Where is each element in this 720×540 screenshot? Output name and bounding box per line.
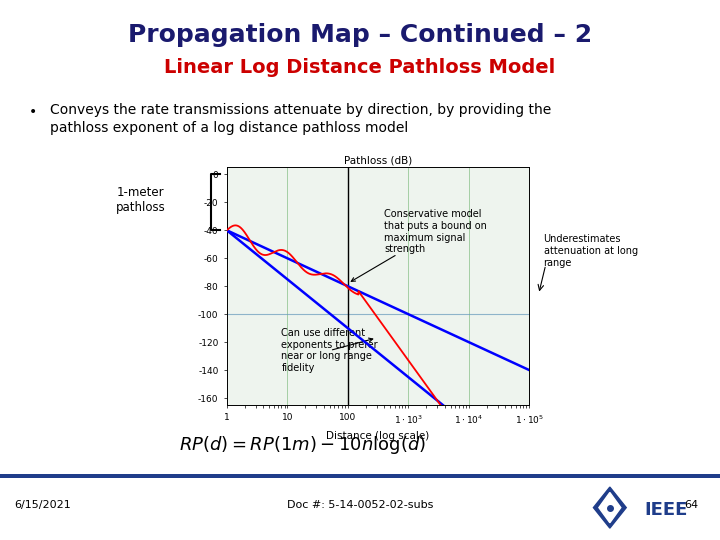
- Text: 64: 64: [684, 500, 698, 510]
- Text: •: •: [29, 105, 37, 119]
- Text: 1-meter
pathloss: 1-meter pathloss: [115, 186, 166, 214]
- Text: Propagation Map – Continued – 2: Propagation Map – Continued – 2: [128, 23, 592, 47]
- Text: 6/15/2021: 6/15/2021: [14, 500, 71, 510]
- Polygon shape: [593, 487, 626, 528]
- Text: IEEE: IEEE: [644, 501, 688, 519]
- Title: Pathloss (dB): Pathloss (dB): [344, 155, 412, 165]
- Text: Conveys the rate transmissions attenuate by direction, by providing the
pathloss: Conveys the rate transmissions attenuate…: [50, 103, 552, 135]
- Polygon shape: [599, 492, 621, 523]
- Text: Can use different
exponents to prefer
near or long range
fidelity: Can use different exponents to prefer ne…: [282, 328, 378, 373]
- X-axis label: Distance (log scale): Distance (log scale): [326, 431, 430, 441]
- Text: Conservative model
that puts a bound on
maximum signal
strength: Conservative model that puts a bound on …: [351, 210, 487, 281]
- Text: $RP(d) = RP(1m) - 10n\log(d)$: $RP(d) = RP(1m) - 10n\log(d)$: [179, 435, 426, 456]
- Text: Underestimates
attenuation at long
range: Underestimates attenuation at long range: [544, 234, 638, 268]
- Text: Linear Log Distance Pathloss Model: Linear Log Distance Pathloss Model: [164, 58, 556, 77]
- Text: Doc #: 5-14-0052-02-subs: Doc #: 5-14-0052-02-subs: [287, 500, 433, 510]
